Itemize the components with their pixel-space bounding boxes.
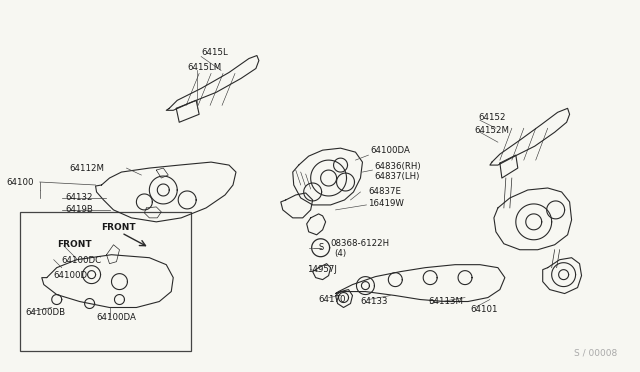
Text: 64132: 64132 — [66, 193, 93, 202]
Text: 64100DA: 64100DA — [371, 146, 410, 155]
Bar — [20, 212, 191, 351]
Text: 64113M: 64113M — [428, 297, 463, 306]
Text: FRONT: FRONT — [57, 240, 92, 249]
Text: 64100DC: 64100DC — [61, 256, 102, 265]
Text: 64170: 64170 — [319, 295, 346, 304]
Text: 64837E: 64837E — [369, 187, 401, 196]
Text: 64112M: 64112M — [70, 164, 105, 173]
Text: 6415L: 6415L — [201, 48, 228, 57]
Text: 64152M: 64152M — [474, 126, 509, 135]
Text: 64101: 64101 — [470, 305, 497, 314]
Text: S / 00008: S / 00008 — [574, 348, 618, 357]
Text: 64836(RH): 64836(RH) — [374, 161, 421, 171]
Text: S: S — [318, 243, 323, 252]
Text: (4): (4) — [335, 249, 347, 258]
Text: 6415LM: 6415LM — [187, 63, 221, 72]
Text: 08368-6122H: 08368-6122H — [331, 239, 390, 248]
Text: 64837(LH): 64837(LH) — [374, 171, 420, 180]
Text: 64152: 64152 — [478, 113, 506, 122]
Text: 64100DB: 64100DB — [26, 308, 66, 317]
Text: FRONT: FRONT — [102, 223, 136, 232]
Text: 64100DA: 64100DA — [97, 313, 136, 322]
Text: 64100: 64100 — [6, 177, 34, 186]
Text: 64100D: 64100D — [54, 271, 88, 280]
Text: 64133: 64133 — [360, 297, 388, 306]
Text: 14957J: 14957J — [307, 265, 337, 274]
Text: 16419W: 16419W — [369, 199, 404, 208]
Text: 6419B: 6419B — [66, 205, 93, 214]
